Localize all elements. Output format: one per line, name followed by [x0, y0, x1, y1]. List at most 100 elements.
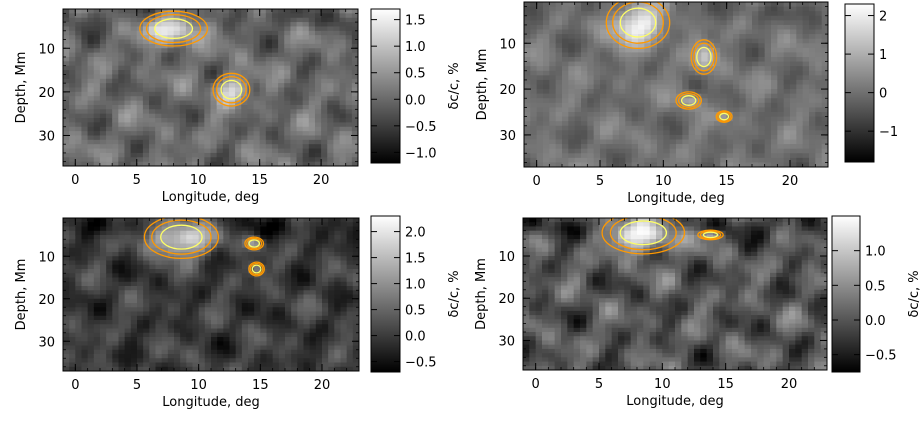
heatmap-1	[63, 9, 358, 166]
y-axis-title: Depth, Mm	[475, 49, 490, 121]
contour-2-2	[699, 230, 722, 240]
x-tick-label: 5	[133, 378, 141, 393]
colorbar-tick-label: 0.5	[405, 67, 426, 82]
contour-2-3	[220, 79, 243, 100]
x-tick-label: 20	[781, 377, 798, 392]
colorbar-tick-label: 0.0	[865, 314, 886, 329]
x-tick-label: 0	[71, 378, 79, 393]
x-tick-label: 5	[595, 377, 603, 392]
x-tick-label: 0	[532, 377, 540, 392]
x-tick-label: 5	[596, 174, 604, 189]
contour-4-2	[717, 111, 732, 122]
contour-1-1	[143, 218, 220, 260]
x-tick-label: 20	[313, 173, 330, 188]
y-tick-label: 20	[38, 293, 55, 308]
contour-1-2	[612, 2, 664, 44]
contour-3-3	[680, 95, 697, 106]
x-tick-label: 20	[782, 174, 799, 189]
colorbar-title: δc/c, %	[907, 270, 922, 317]
colorbar-tick-label: −0.5	[405, 356, 437, 371]
y-tick-label: 10	[38, 250, 55, 265]
contour-2-1	[690, 39, 718, 75]
contour-2-2	[693, 42, 715, 72]
colorbar-tick-label: −0.5	[405, 120, 437, 135]
colorbar-tick-label: 0.0	[405, 93, 426, 108]
panel-1: 0 5 10 15 20 10 20 30 Longitude, deg Depth, Mm 1.5…	[14, 8, 462, 205]
y-tick-label: 30	[38, 335, 55, 350]
contour-1-2	[145, 13, 202, 44]
y-axis-title: Depth, Mm	[14, 52, 29, 124]
y-tick-label: 10	[499, 37, 516, 52]
x-tick-label: 0	[71, 173, 79, 188]
contours-2	[605, 2, 733, 123]
colorbar-3: 2.0 1.5 1.0 0.5 0.0 −0.5 δc/c, %	[370, 215, 462, 373]
contour-2-2	[246, 237, 263, 250]
colorbar-tick-label: 1.0	[405, 40, 426, 55]
panel-4: 0 5 10 15 20 10 20 30 Longitude, deg Depth, Mm 1.0…	[474, 215, 922, 409]
colorbar-title: δc/c, %	[447, 62, 462, 109]
colorbar-tick-label: 1.0	[405, 278, 426, 293]
x-tick-label: 5	[133, 173, 141, 188]
x-axis-title: Longitude, deg	[162, 190, 259, 205]
contour-1-1	[605, 2, 671, 50]
y-tick-label: 20	[498, 292, 515, 307]
contour-2-3	[696, 46, 712, 68]
contour-3-1	[675, 91, 703, 110]
y-axis-title: Depth, Mm	[474, 258, 489, 330]
heatmap-2	[524, 2, 828, 167]
contours-3	[143, 218, 265, 277]
colorbar-tick-label: 0.0	[405, 330, 426, 345]
y-tick-label: 10	[498, 250, 515, 265]
contours-1	[139, 10, 251, 107]
colorbar-tick-label: 0.5	[405, 304, 426, 319]
x-tick-label: 10	[190, 173, 207, 188]
x-tick-label: 10	[654, 377, 671, 392]
x-tick-label: 20	[314, 378, 331, 393]
contour-1-1	[601, 218, 686, 255]
contour-2-1	[212, 72, 251, 107]
panel-3: 0 5 10 15 20 10 20 30 Longitude, deg Depth, Mm 2.0…	[14, 215, 462, 410]
colorbar-tick-label: −1	[879, 125, 898, 140]
contour-1-3	[154, 18, 194, 40]
contour-4-1	[715, 110, 733, 123]
y-tick-label: 30	[499, 129, 516, 144]
contour-2-3	[702, 231, 719, 239]
y-axis-title: Depth, Mm	[14, 259, 29, 331]
y-tick-label: 30	[38, 129, 55, 144]
contours-4	[601, 218, 724, 255]
y-tick-label: 20	[499, 83, 516, 98]
contour-3-2	[249, 262, 264, 276]
x-tick-label: 0	[533, 174, 541, 189]
x-tick-label: 15	[717, 377, 734, 392]
contour-2-1	[244, 236, 265, 251]
contour-2-2	[215, 75, 247, 104]
heatmap-3	[63, 218, 359, 371]
x-axis-title: Longitude, deg	[627, 191, 724, 206]
colorbar-tick-label: 1.5	[405, 252, 426, 267]
colorbar-title: δc/c, %	[447, 270, 462, 317]
colorbar-tick-label: 1.5	[405, 14, 426, 29]
colorbar-tick-label: −1.0	[405, 146, 437, 161]
colorbar-tick-label: 0	[879, 87, 887, 102]
contour-2-1	[697, 229, 724, 241]
x-tick-label: 10	[655, 174, 672, 189]
colorbar-2: 210−1δc/c, %	[844, 3, 922, 163]
contour-1-2	[151, 219, 212, 255]
contour-4-3	[719, 112, 730, 121]
y-tick-label: 30	[498, 334, 515, 349]
contour-3-1	[248, 261, 265, 277]
colorbar-4: 1.0 0.5 0.0 −0.5 δc/c, %	[831, 215, 922, 373]
contour-3-3	[251, 264, 262, 274]
contour-3-2	[677, 92, 700, 109]
colorbar-tick-label: 2	[879, 10, 887, 25]
colorbar-tick-label: 1.0	[865, 245, 886, 260]
heatmap-4	[523, 218, 827, 370]
colorbar-1: 1.5 1.0 0.5 0.0 −0.5 −1.0 δc/c, %	[370, 8, 462, 164]
colorbar-tick-label: 0.5	[865, 279, 886, 294]
x-axis-title: Longitude, deg	[162, 395, 259, 410]
x-axis-title: Longitude, deg	[626, 394, 723, 409]
x-tick-label: 15	[251, 173, 268, 188]
colorbar-tick-label: −0.5	[865, 349, 897, 364]
contour-1-2	[609, 218, 677, 251]
